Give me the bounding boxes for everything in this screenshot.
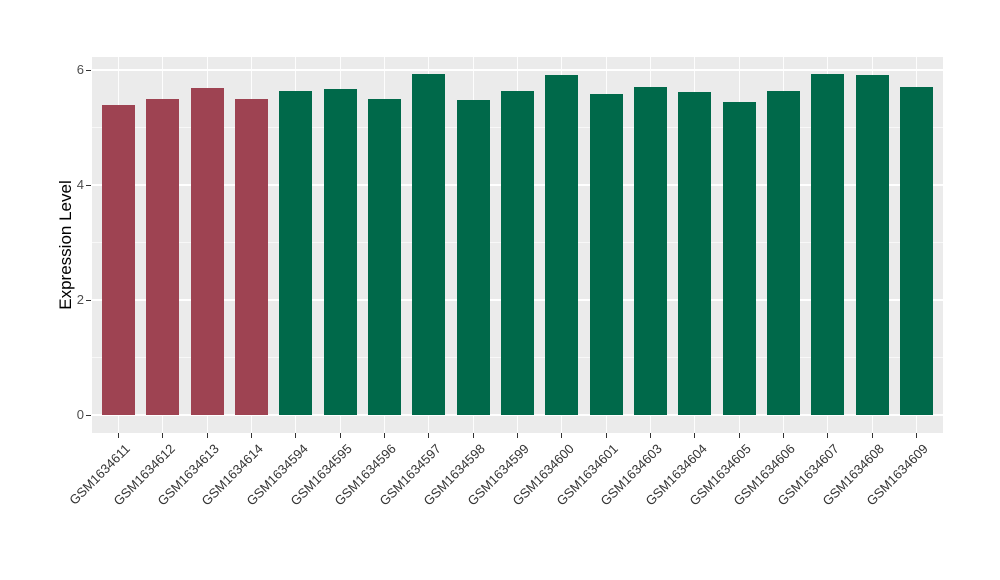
y-tick-mark [86, 299, 91, 301]
bar [279, 91, 313, 415]
x-tick-mark [738, 433, 740, 438]
x-tick-mark [605, 433, 607, 438]
y-tick-label: 4 [76, 177, 84, 192]
bar [102, 105, 136, 415]
bar [323, 88, 357, 415]
bar [146, 99, 180, 415]
x-tick-mark [871, 433, 873, 438]
y-tick-mark [86, 414, 91, 416]
y-tick-label: 6 [76, 62, 84, 77]
bar [456, 99, 490, 415]
y-tick-label: 0 [76, 407, 84, 422]
x-tick-mark [339, 433, 341, 438]
x-tick-mark [561, 433, 563, 438]
y-tick-label: 2 [76, 292, 84, 307]
x-tick-mark [472, 433, 474, 438]
bar [678, 91, 712, 415]
bar [545, 74, 579, 415]
x-tick-mark [428, 433, 430, 438]
x-tick-mark [915, 433, 917, 438]
y-tick-mark [86, 69, 91, 71]
y-tick-mark [86, 184, 91, 186]
bar [190, 87, 224, 415]
x-tick-mark [694, 433, 696, 438]
x-tick-mark [782, 433, 784, 438]
bar [766, 91, 800, 415]
bar [412, 74, 446, 415]
x-tick-mark [295, 433, 297, 438]
x-tick-mark [649, 433, 651, 438]
bar [899, 86, 933, 415]
x-tick-mark [118, 433, 120, 438]
bar [589, 93, 623, 415]
x-tick-mark [251, 433, 253, 438]
bar [855, 74, 889, 415]
bar [811, 74, 845, 415]
bar [235, 98, 269, 415]
x-tick-mark [384, 433, 386, 438]
bar [633, 87, 667, 415]
x-tick-mark [827, 433, 829, 438]
x-tick-mark [162, 433, 164, 438]
bar [722, 102, 756, 415]
x-tick-mark [206, 433, 208, 438]
plot-panel [92, 57, 943, 433]
x-tick-mark [516, 433, 518, 438]
bar [368, 98, 402, 415]
bar [500, 91, 534, 415]
y-axis-title: Expression Level [56, 180, 75, 310]
